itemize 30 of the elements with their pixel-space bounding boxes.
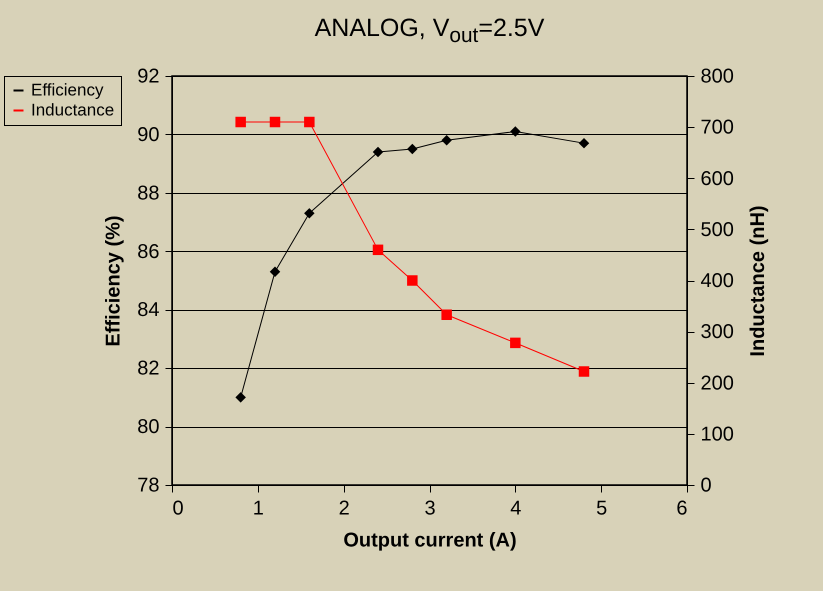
y2-tick-label: 100 bbox=[700, 423, 734, 446]
x-tick-label: 4 bbox=[510, 498, 522, 520]
x-tick-label: 3 bbox=[424, 498, 436, 520]
y-tick-label: 82 bbox=[137, 358, 160, 380]
y-tick-label: 92 bbox=[137, 66, 160, 88]
y-tick-label: 90 bbox=[137, 124, 160, 146]
x-tick-label: 0 bbox=[172, 498, 184, 520]
legend-label: Inductance bbox=[31, 100, 114, 120]
y2-tick-label: 500 bbox=[700, 218, 734, 241]
y-axis-title: Efficiency (%) bbox=[102, 215, 124, 347]
x-tick-label: 6 bbox=[676, 498, 688, 520]
y-tick-label: 80 bbox=[137, 416, 160, 438]
chart-title: ANALOG, V$_{out}$=2.5V bbox=[314, 14, 546, 48]
y2-tick-label: 400 bbox=[700, 270, 734, 292]
y2-tick-label: 700 bbox=[700, 116, 734, 139]
y-tick-label: 84 bbox=[137, 299, 160, 322]
y-tick-label: 86 bbox=[137, 240, 160, 263]
y2-tick-label: 300 bbox=[700, 321, 734, 344]
x-axis-title: Output current (A) bbox=[343, 530, 517, 552]
legend-label: Efficiency bbox=[31, 80, 104, 100]
y2-tick-label: 0 bbox=[700, 474, 712, 496]
y-tick-label: 78 bbox=[137, 474, 160, 496]
y2-tick-label: 600 bbox=[700, 168, 734, 190]
y2-tick-label: 200 bbox=[700, 372, 734, 394]
y-tick-label: 88 bbox=[137, 182, 160, 204]
x-tick-label: 1 bbox=[252, 498, 264, 520]
x-tick-label: 5 bbox=[596, 498, 608, 520]
y2-tick-label: 800 bbox=[700, 66, 734, 88]
x-tick-label: 2 bbox=[338, 498, 350, 520]
y2-axis-title: Inductance (nH) bbox=[746, 205, 769, 357]
